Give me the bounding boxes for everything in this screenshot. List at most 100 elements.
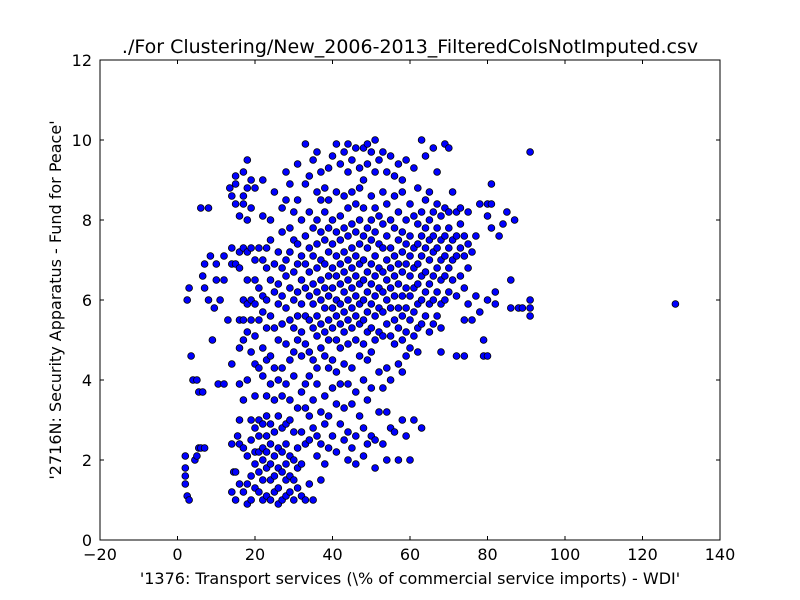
data-point	[336, 420, 345, 428]
data-point	[398, 292, 407, 300]
data-point	[274, 484, 283, 492]
data-point	[351, 144, 360, 152]
data-point	[228, 360, 236, 368]
data-point	[355, 184, 364, 192]
data-point	[317, 320, 325, 328]
data-point	[301, 404, 310, 412]
data-point	[286, 224, 294, 232]
data-point	[351, 388, 360, 396]
data-point	[433, 200, 441, 208]
data-point	[247, 348, 255, 356]
data-point	[355, 216, 364, 224]
data-point	[460, 284, 469, 292]
data-point	[282, 256, 290, 264]
data-point	[526, 304, 534, 312]
data-point	[386, 376, 395, 384]
data-point	[390, 252, 399, 260]
data-point	[468, 248, 476, 256]
data-point	[328, 324, 337, 332]
data-point	[417, 208, 426, 216]
data-point	[278, 392, 286, 400]
data-point	[390, 172, 399, 180]
data-point	[258, 372, 267, 380]
data-point	[235, 380, 244, 388]
data-point	[483, 212, 492, 220]
data-point	[247, 204, 255, 212]
data-point	[348, 304, 356, 312]
data-point	[313, 240, 321, 248]
data-point	[313, 312, 321, 320]
data-point	[359, 376, 368, 384]
data-point	[274, 280, 283, 288]
data-point	[286, 356, 294, 364]
data-point	[379, 384, 387, 392]
data-point	[297, 460, 306, 468]
y-tick-label: 8	[82, 211, 92, 230]
data-point	[386, 284, 395, 292]
data-point	[371, 168, 379, 176]
data-point	[278, 228, 286, 236]
data-point	[425, 256, 434, 264]
data-point	[317, 440, 325, 448]
data-point	[487, 200, 496, 208]
data-point	[367, 324, 376, 332]
data-point	[320, 420, 329, 428]
data-point	[472, 292, 480, 300]
data-point	[468, 316, 476, 324]
data-point	[324, 248, 333, 256]
data-point	[320, 352, 329, 360]
data-point	[181, 452, 190, 460]
data-point	[235, 212, 244, 220]
y-axis: 0 2 4 6 8 10 12	[72, 51, 720, 550]
data-point	[394, 236, 403, 244]
data-point	[274, 412, 283, 420]
data-point	[239, 192, 248, 200]
data-point	[336, 260, 345, 268]
data-point	[382, 276, 391, 284]
data-point	[332, 140, 341, 148]
data-point	[289, 476, 298, 484]
data-point	[441, 252, 449, 260]
data-point	[293, 404, 302, 412]
data-point	[324, 412, 333, 420]
data-point	[421, 152, 430, 160]
data-point	[375, 156, 383, 164]
data-point	[491, 300, 500, 308]
data-point	[258, 476, 267, 484]
data-point	[282, 196, 290, 204]
x-tick-label: 60	[400, 545, 420, 564]
data-point	[344, 232, 352, 240]
data-point	[460, 232, 469, 240]
data-point	[394, 304, 403, 312]
data-point	[348, 444, 356, 452]
data-point	[363, 224, 372, 232]
data-point	[324, 292, 333, 300]
data-point	[402, 432, 410, 440]
data-point	[255, 432, 263, 440]
data-point	[351, 432, 360, 440]
data-point	[198, 388, 207, 396]
data-point	[371, 228, 379, 236]
data-point	[289, 208, 298, 216]
data-point	[251, 300, 259, 308]
x-tick-label: 20	[245, 545, 265, 564]
data-point	[351, 292, 360, 300]
data-point	[293, 288, 302, 296]
data-point	[437, 324, 445, 332]
data-point	[390, 292, 399, 300]
data-point	[274, 300, 283, 308]
data-point	[185, 496, 193, 504]
data-point	[421, 244, 430, 252]
data-point	[460, 252, 469, 260]
data-point	[344, 456, 352, 464]
data-point	[216, 296, 224, 304]
data-point	[386, 304, 395, 312]
data-point	[386, 264, 395, 272]
data-point	[448, 188, 457, 196]
data-point	[324, 316, 333, 324]
data-point	[247, 416, 255, 424]
data-point	[309, 224, 317, 232]
data-point	[305, 292, 314, 300]
data-point	[278, 292, 286, 300]
